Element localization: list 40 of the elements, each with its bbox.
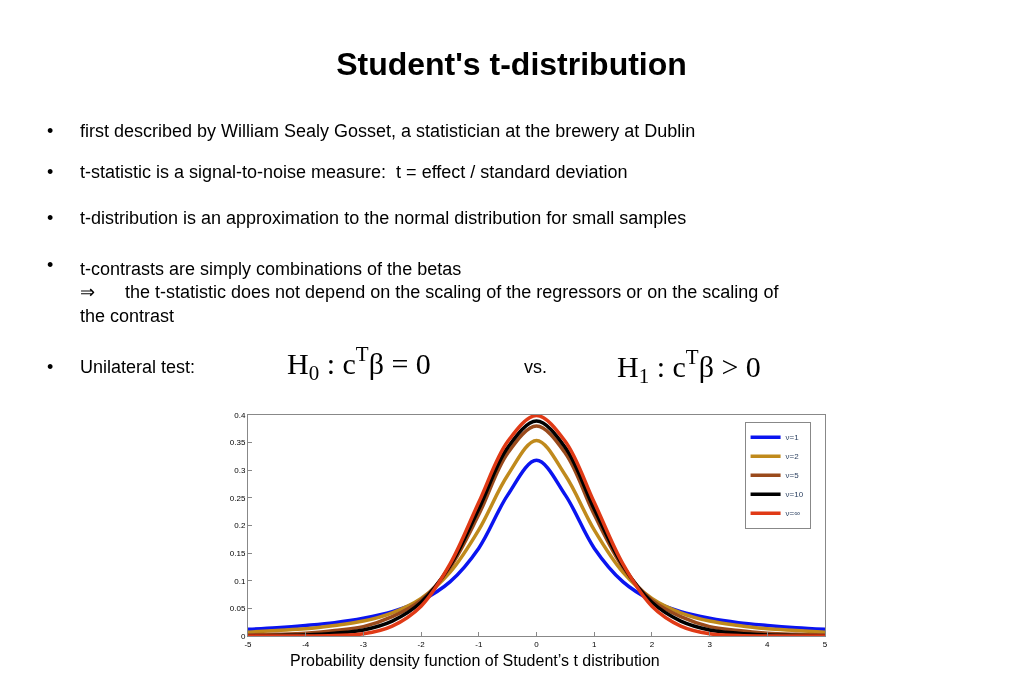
legend-label: ν=10 xyxy=(785,490,804,500)
text: H$_{1}$ : c$^{T}$β > 0 xyxy=(617,345,761,388)
x-tick-label: 5 xyxy=(822,639,828,649)
text: • xyxy=(47,357,54,377)
text: vs. xyxy=(524,357,548,377)
y-tick-label: 0.15 xyxy=(229,548,246,558)
text: Unilateral test: xyxy=(80,357,196,377)
x-tick-label: -5 xyxy=(244,639,253,649)
x-tick-label: 2 xyxy=(649,639,655,649)
x-tick-label: 0 xyxy=(534,639,540,649)
legend-label: ν=∞ xyxy=(785,509,801,519)
x-tick-label: 3 xyxy=(707,639,713,649)
legend-label: ν=1 xyxy=(785,433,800,443)
x-tick-label: -3 xyxy=(359,639,368,649)
text: • xyxy=(47,121,54,141)
x-tick-label: 1 xyxy=(591,639,597,649)
y-tick-label: 0.05 xyxy=(229,604,246,614)
y-tick-label: 0.4 xyxy=(234,410,246,420)
y-tick-label: 0.25 xyxy=(229,493,246,503)
x-tick-label: 4 xyxy=(765,639,771,649)
y-tick-label: 0.2 xyxy=(234,521,246,531)
y-tick-label: 0.35 xyxy=(229,438,246,448)
legend-label: ν=2 xyxy=(785,452,800,462)
y-tick-label: 0.1 xyxy=(234,576,246,586)
x-tick-label: -1 xyxy=(475,639,483,649)
text: t-contrasts are simply combinations of the betas ⇒ the t-statistic does not depend on the scaling of the regressors or on the scaling of the contrast xyxy=(80,259,780,326)
text: t-distribution is an approximation to the normal distribution for small samples xyxy=(80,208,687,228)
x-tick-label: -2 xyxy=(417,639,426,649)
y-tick-label: 0.3 xyxy=(234,466,246,476)
text: • xyxy=(47,162,54,182)
text: Probability density function of Student’s t distribution xyxy=(290,652,660,669)
text: t-statistic is a signal-to-noise measure: t = effect / standard deviation xyxy=(80,162,628,182)
text: • xyxy=(47,208,54,228)
chart-title: Student's t-distribution xyxy=(336,46,687,83)
legend-label: ν=5 xyxy=(785,471,800,481)
x-tick-label: -4 xyxy=(302,639,310,649)
text: first described by William Sealy Gosset, a statistician at the brewery at Dublin xyxy=(80,121,696,141)
text: H$_{0}$ : c$^{T}$β = 0 xyxy=(287,342,431,385)
y-tick-label: 0 xyxy=(240,631,246,641)
text: • xyxy=(47,255,54,275)
